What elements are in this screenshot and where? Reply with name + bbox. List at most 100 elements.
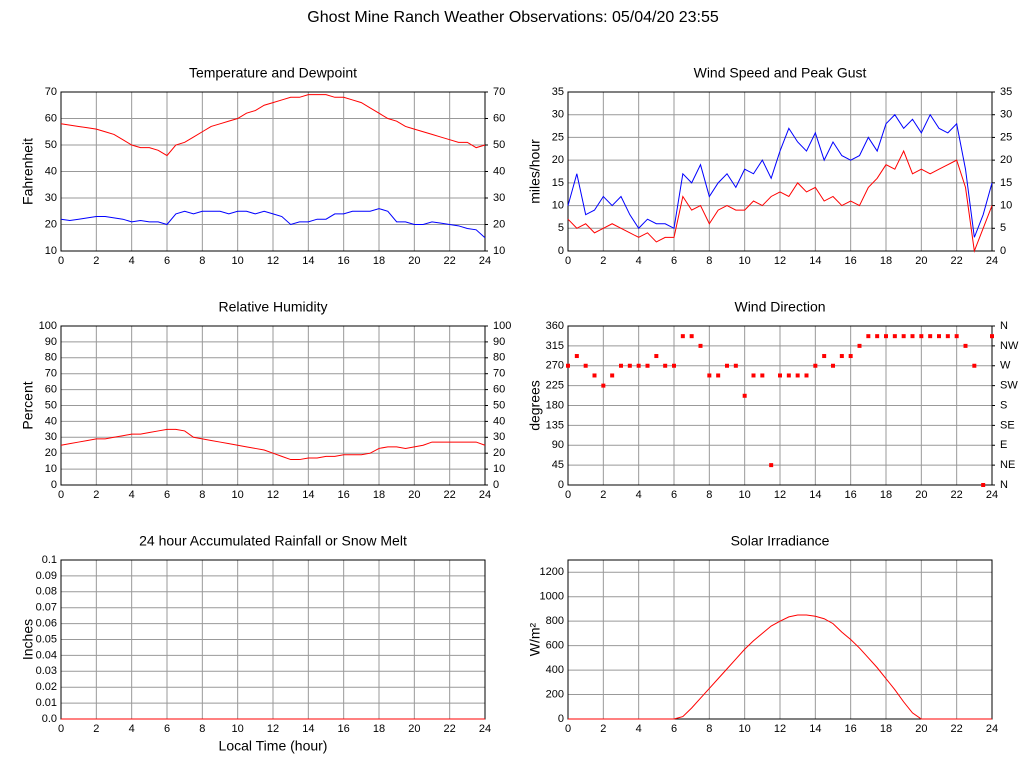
series-line <box>60 428 486 461</box>
x-tick-label: 18 <box>880 489 892 501</box>
point <box>990 334 994 339</box>
y-tick-label: 25 <box>552 131 564 143</box>
point <box>963 343 968 348</box>
x-tick-label: 8 <box>706 723 712 735</box>
y2-tick-label: 20 <box>493 447 505 459</box>
y-tick-label: 0.03 <box>36 665 57 677</box>
y-tick-label: 800 <box>546 615 564 627</box>
x-tick-label: 12 <box>267 255 279 267</box>
y2-tick-label: NE <box>1000 459 1015 471</box>
point <box>583 363 588 368</box>
x-tick-label: 10 <box>232 723 244 735</box>
y-tick-label: 0.06 <box>36 618 57 630</box>
series-line <box>60 208 486 239</box>
x-tick-label: 8 <box>706 489 712 501</box>
y2-tick-label: 30 <box>493 192 505 204</box>
y-tick-label: 0 <box>558 479 564 491</box>
y-tick-label: 100 <box>39 320 57 332</box>
y2-tick-label: S <box>1000 399 1007 411</box>
x-tick-label: 20 <box>915 255 927 267</box>
x-tick-label: 0 <box>58 489 64 501</box>
x-tick-label: 16 <box>845 723 857 735</box>
y2-tick-label: 50 <box>493 399 505 411</box>
x-tick-label: 14 <box>302 255 314 267</box>
y2-tick-label: 70 <box>493 86 505 98</box>
y2-tick-label: 20 <box>1000 154 1012 166</box>
point <box>901 334 906 339</box>
point <box>601 383 606 388</box>
x-tick-label: 4 <box>129 723 135 735</box>
y-tick-label: 0.02 <box>36 681 57 693</box>
point <box>981 483 986 487</box>
y-axis-label: Fahrenheit <box>20 138 36 205</box>
y-tick-label: 225 <box>546 380 564 392</box>
point <box>645 363 650 368</box>
point <box>716 373 721 378</box>
y2-tick-label: SW <box>1000 380 1018 392</box>
point <box>884 334 888 339</box>
y2-tick-label: 10 <box>493 245 505 257</box>
x-tick-label: 20 <box>408 489 420 501</box>
y-tick-label: 90 <box>45 336 57 348</box>
y2-tick-label: 70 <box>493 368 505 380</box>
x-tick-label: 8 <box>706 255 712 267</box>
y-axis-label: degrees <box>527 380 543 431</box>
y-tick-label: 30 <box>45 431 57 443</box>
point <box>919 334 924 339</box>
x-tick-label: 16 <box>338 489 350 501</box>
point <box>831 363 835 368</box>
y-tick-label: 90 <box>552 439 564 451</box>
point <box>698 343 703 348</box>
point <box>654 354 659 359</box>
point <box>760 373 765 378</box>
point <box>769 463 774 468</box>
series-line <box>567 113 993 238</box>
plot-frame <box>60 325 486 486</box>
point <box>954 334 959 339</box>
x-tick-label: 8 <box>199 255 205 267</box>
x-tick-label: 22 <box>444 489 456 501</box>
y2-tick-label: 0 <box>1000 245 1006 257</box>
y2-tick-label: W <box>1000 360 1011 372</box>
y-tick-label: 35 <box>552 86 564 98</box>
point <box>707 373 712 378</box>
x-tick-label: 0 <box>565 723 571 735</box>
y2-tick-label: 50 <box>493 139 505 151</box>
x-tick-label: 0 <box>58 723 64 735</box>
y2-tick-label: 40 <box>493 165 505 177</box>
y-tick-label: 0.01 <box>36 697 57 709</box>
point <box>689 334 694 339</box>
x-tick-label: 22 <box>951 255 963 267</box>
x-tick-label: 18 <box>880 255 892 267</box>
plot-frame <box>567 559 993 720</box>
y-tick-label: 10 <box>552 199 564 211</box>
point <box>910 334 915 339</box>
y2-tick-label: 10 <box>493 463 505 475</box>
point <box>680 334 685 339</box>
x-tick-label: 0 <box>565 255 571 267</box>
y2-tick-label: 0 <box>493 479 499 491</box>
x-tick-label: 10 <box>739 723 751 735</box>
x-tick-label: 6 <box>164 489 170 501</box>
x-tick-label: 12 <box>774 489 786 501</box>
x-tick-label: 24 <box>986 489 998 501</box>
x-tick-label: 2 <box>600 255 606 267</box>
x-tick-label: 2 <box>93 255 99 267</box>
x-tick-label: 10 <box>739 255 751 267</box>
y-tick-label: 70 <box>45 368 57 380</box>
y2-tick-label: 15 <box>1000 177 1012 189</box>
point <box>875 334 880 339</box>
x-tick-label: 4 <box>636 489 642 501</box>
chart-title: Wind Direction <box>734 299 825 315</box>
point <box>725 363 729 368</box>
x-tick-label: 24 <box>986 723 998 735</box>
y-tick-label: 15 <box>552 177 564 189</box>
point <box>848 354 853 359</box>
point <box>592 373 597 378</box>
y2-tick-label: N <box>1000 479 1008 491</box>
x-tick-label: 24 <box>479 255 491 267</box>
y2-tick-label: 20 <box>493 218 505 230</box>
y-tick-label: 50 <box>45 399 57 411</box>
page-title: Ghost Mine Ranch Weather Observations: 0… <box>307 9 719 26</box>
x-tick-label: 24 <box>479 489 491 501</box>
